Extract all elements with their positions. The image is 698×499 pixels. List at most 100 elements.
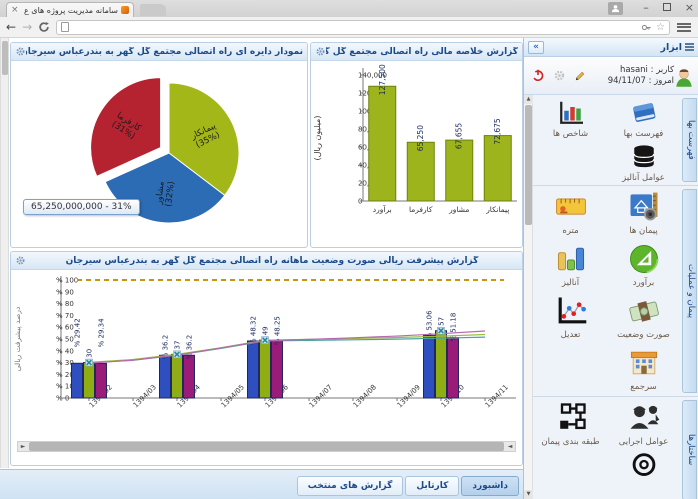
maximize-button[interactable]	[662, 0, 671, 16]
sidebar-item-statement[interactable]: صورت وضعیت	[607, 292, 680, 344]
svg-text:29.34 %: 29.34 %	[98, 318, 106, 347]
pie-slice-31[interactable]	[90, 77, 162, 177]
workers-icon	[626, 399, 662, 437]
svg-text:10 %: 10 %	[56, 383, 74, 391]
scroll-right-icon[interactable]: ►	[20, 443, 26, 450]
svg-text:(میلیون ریال): (میلیون ریال)	[313, 116, 322, 161]
sidebar-group-tab[interactable]: ساختارها	[682, 400, 697, 499]
sidebar-item-database[interactable]: عوامل آنالیز	[607, 141, 680, 185]
new-tab-button[interactable]	[140, 4, 166, 16]
tab-close-icon[interactable]: ×	[11, 4, 19, 15]
sidebar-item-contracts[interactable]: پیمان ها	[607, 188, 680, 240]
bar-کارفرما[interactable]	[406, 141, 435, 202]
sidebar-item-adjustment[interactable]: تعدیل	[534, 292, 607, 344]
url-input[interactable]	[73, 22, 638, 32]
sidebar-item-target[interactable]	[607, 451, 680, 499]
footer-tab[interactable]: کارتابل	[405, 476, 460, 496]
sidebar-item-workers[interactable]: عوامل اجرایی	[607, 399, 680, 451]
bar-panel-header: گزارش خلاصه مالی راه اتصالی مجتمع گل گهر…	[311, 43, 522, 61]
footer-tab[interactable]: داشبورد	[461, 476, 519, 496]
forward-button[interactable]: →	[22, 20, 33, 34]
footer-tab[interactable]: گزارش های منتخب	[296, 476, 404, 496]
progress-bar-purple[interactable]	[447, 337, 459, 399]
sidebar-collapse-button[interactable]: »	[528, 40, 544, 54]
sidebar-item-analysis[interactable]: آنالیز	[534, 240, 607, 292]
svg-text:1394/09: 1394/09	[396, 383, 422, 409]
svg-text:51.18 %: 51.18 %	[450, 313, 458, 342]
progress-bar-green[interactable]	[259, 339, 271, 399]
profile-icon[interactable]	[608, 1, 624, 15]
minimize-button[interactable]: –	[643, 1, 649, 14]
sidebar-group-tab[interactable]: پیمان و عملیات	[682, 189, 697, 393]
sidebar-item-label: سرجمع	[630, 382, 657, 392]
menu-icon[interactable]	[676, 21, 692, 34]
svg-text:49 %: 49 %	[262, 326, 270, 344]
svg-text:36.2 %: 36.2 %	[162, 335, 170, 359]
back-button[interactable]: ←	[6, 20, 17, 34]
svg-text:مشاور: مشاور	[448, 205, 469, 214]
sidebar-scrollbar[interactable]: ▲ ▼	[524, 95, 533, 499]
power-icon[interactable]	[527, 67, 545, 85]
svg-text:برآورد: برآورد	[373, 204, 392, 214]
settings-gear-icon[interactable]	[548, 67, 566, 85]
bookmark-star-icon[interactable]: ☆	[656, 21, 665, 33]
panel-settings-icon[interactable]	[315, 46, 326, 57]
progress-bar-purple[interactable]	[95, 362, 107, 399]
sidebar-title: ابزار	[660, 41, 682, 53]
bar-مشاور[interactable]	[445, 139, 474, 202]
sidebar-item-book[interactable]: فهرست بها	[607, 97, 680, 141]
svg-text:1394/08: 1394/08	[352, 383, 378, 409]
sidebar-item-classification[interactable]: طبقه بندی پیمان	[534, 399, 607, 451]
pie-panel: نمودار دایره ای راه اتصالی مجتمع گل گهر …	[10, 42, 308, 248]
sidebar: ابزار » کاربر : hasani امروز : 94/11/07	[523, 38, 698, 499]
edit-pencil-icon[interactable]	[569, 67, 587, 85]
contracts-icon	[626, 188, 662, 226]
svg-text:67,655: 67,655	[455, 123, 464, 149]
main-scrollbar[interactable]	[0, 38, 9, 468]
bar-panel-title: گزارش خلاصه مالی راه اتصالی مجتمع گل گهر…	[326, 46, 518, 57]
browser-tab[interactable]: × سامانه مدیریت پروژه های ع	[6, 2, 134, 17]
sidebar-group-tab[interactable]: فهرست بها	[682, 98, 697, 182]
analysis-icon	[553, 240, 589, 278]
progress-bar-blue[interactable]	[247, 340, 259, 399]
sidebar-item-building[interactable]: سرجمع	[607, 344, 680, 396]
progress-bar-purple[interactable]	[271, 340, 283, 399]
bar-پیمانکار[interactable]	[483, 135, 512, 202]
svg-text:140,000: 140,000	[358, 72, 387, 80]
panel-settings-icon[interactable]	[15, 46, 26, 57]
pie-slice-35[interactable]	[168, 82, 240, 197]
progress-panel: گزارش پیشرفت ریالی صورت وضعیت ماهانه راه…	[10, 251, 523, 466]
progress-panel-title: گزارش پیشرفت ریالی صورت وضعیت ماهانه راه…	[65, 255, 479, 266]
pie-tooltip: 65,250,000,000 - 31%	[23, 199, 140, 215]
reload-button[interactable]	[38, 18, 50, 37]
progress-bar-green[interactable]	[171, 353, 183, 399]
svg-text:کارفرما: کارفرما	[409, 205, 433, 214]
sidebar-item-ruler[interactable]: متره	[534, 188, 607, 240]
progress-chart: 0 %10 %20 %30 %40 %50 %60 %70 %80 %90 %1…	[13, 276, 516, 409]
svg-text:48.25 %: 48.25 %	[274, 316, 282, 345]
progress-bar-purple[interactable]	[183, 354, 195, 399]
sidebar-item-label: متره	[562, 226, 579, 236]
progress-bar-blue[interactable]	[71, 362, 83, 399]
panel-settings-icon[interactable]	[15, 255, 26, 266]
sidebar-item-label: عوامل آنالیز	[622, 173, 665, 183]
progress-bar-blue[interactable]	[159, 354, 171, 399]
scroll-down-icon[interactable]: ▼	[524, 490, 533, 499]
target-icon	[626, 451, 662, 489]
key-icon[interactable]	[641, 18, 652, 37]
close-button[interactable]: ×	[684, 1, 694, 14]
sidebar-item-indicators[interactable]: شاخص ها	[534, 97, 607, 141]
user-row: کاربر : hasani امروز : 94/11/07	[524, 57, 698, 95]
progress-bar-green[interactable]	[435, 330, 447, 399]
address-bar[interactable]: ☆	[56, 18, 670, 37]
sidebar-item-estimate[interactable]: برآورد	[607, 240, 680, 292]
chart-hscrollbar[interactable]: ◄ ►	[17, 441, 516, 452]
progress-bar-green[interactable]	[83, 362, 95, 399]
progress-bar-blue[interactable]	[423, 334, 435, 399]
svg-text:40 %: 40 %	[56, 347, 74, 355]
scroll-up-icon[interactable]: ▲	[524, 95, 533, 104]
scroll-left-icon[interactable]: ◄	[507, 443, 513, 450]
svg-text:50 %: 50 %	[56, 336, 74, 344]
bar-برآورد[interactable]	[368, 85, 397, 202]
